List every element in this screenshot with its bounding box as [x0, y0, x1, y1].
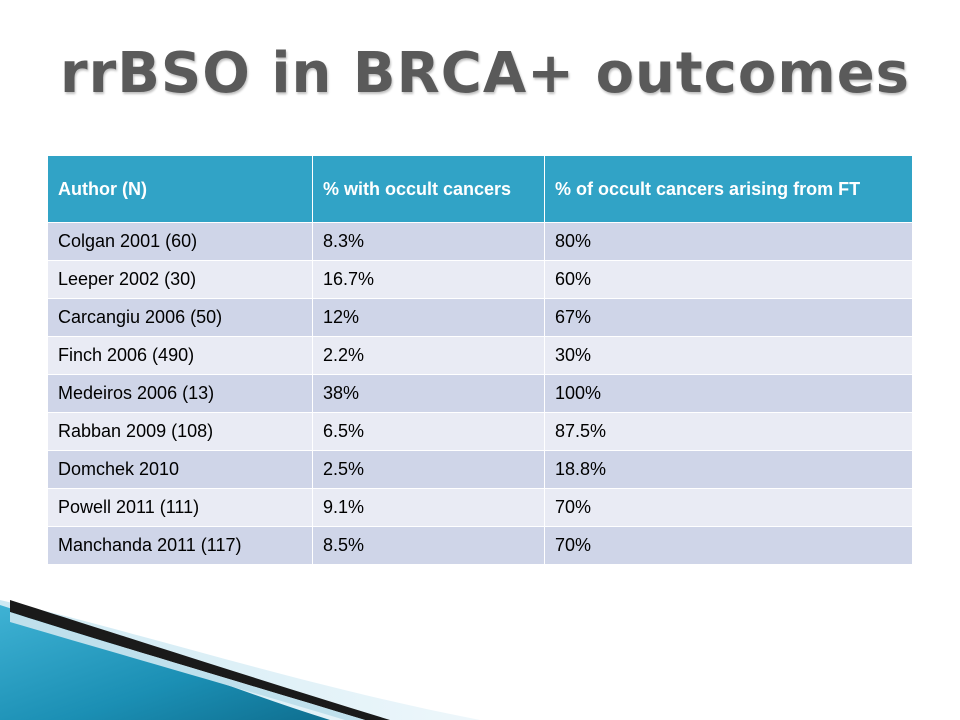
cell-ft-percent: 18.8% — [544, 450, 913, 489]
table-row: Finch 2006 (490) 2.2% 30% — [47, 336, 913, 375]
cell-occult-percent: 2.2% — [312, 336, 545, 375]
table-row: Leeper 2002 (30) 16.7% 60% — [47, 260, 913, 299]
cell-author: Domchek 2010 — [47, 450, 313, 489]
cell-author: Leeper 2002 (30) — [47, 260, 313, 299]
corner-wave-decoration — [0, 600, 480, 720]
cell-author: Manchanda 2011 (117) — [47, 526, 313, 565]
cell-author: Finch 2006 (490) — [47, 336, 313, 375]
header-arising-from-ft: % of occult cancers arising from FT — [544, 155, 913, 223]
header-occult-cancers: % with occult cancers — [312, 155, 545, 223]
cell-occult-percent: 16.7% — [312, 260, 545, 299]
cell-ft-percent: 80% — [544, 222, 913, 261]
table-row: Carcangiu 2006 (50) 12% 67% — [47, 298, 913, 337]
cell-author: Powell 2011 (111) — [47, 488, 313, 527]
cell-occult-percent: 8.5% — [312, 526, 545, 565]
table-row: Rabban 2009 (108) 6.5% 87.5% — [47, 412, 913, 451]
cell-ft-percent: 100% — [544, 374, 913, 413]
table-row: Colgan 2001 (60) 8.3% 80% — [47, 222, 913, 261]
cell-ft-percent: 87.5% — [544, 412, 913, 451]
table-header-row: Author (N) % with occult cancers % of oc… — [47, 155, 913, 223]
table-row: Medeiros 2006 (13) 38% 100% — [47, 374, 913, 413]
table-row: Powell 2011 (111) 9.1% 70% — [47, 488, 913, 527]
cell-ft-percent: 60% — [544, 260, 913, 299]
header-author: Author (N) — [47, 155, 313, 223]
outcomes-table: Author (N) % with occult cancers % of oc… — [47, 155, 913, 565]
table-row: Manchanda 2011 (117) 8.5% 70% — [47, 526, 913, 565]
cell-occult-percent: 9.1% — [312, 488, 545, 527]
cell-author: Medeiros 2006 (13) — [47, 374, 313, 413]
cell-ft-percent: 67% — [544, 298, 913, 337]
cell-occult-percent: 6.5% — [312, 412, 545, 451]
cell-occult-percent: 8.3% — [312, 222, 545, 261]
table-row: Domchek 2010 2.5% 18.8% — [47, 450, 913, 489]
cell-author: Carcangiu 2006 (50) — [47, 298, 313, 337]
cell-occult-percent: 2.5% — [312, 450, 545, 489]
slide-title: rrBSO in BRCA+ outcomes — [60, 41, 911, 106]
cell-ft-percent: 30% — [544, 336, 913, 375]
cell-occult-percent: 12% — [312, 298, 545, 337]
cell-occult-percent: 38% — [312, 374, 545, 413]
cell-author: Colgan 2001 (60) — [47, 222, 313, 261]
cell-author: Rabban 2009 (108) — [47, 412, 313, 451]
cell-ft-percent: 70% — [544, 488, 913, 527]
cell-ft-percent: 70% — [544, 526, 913, 565]
